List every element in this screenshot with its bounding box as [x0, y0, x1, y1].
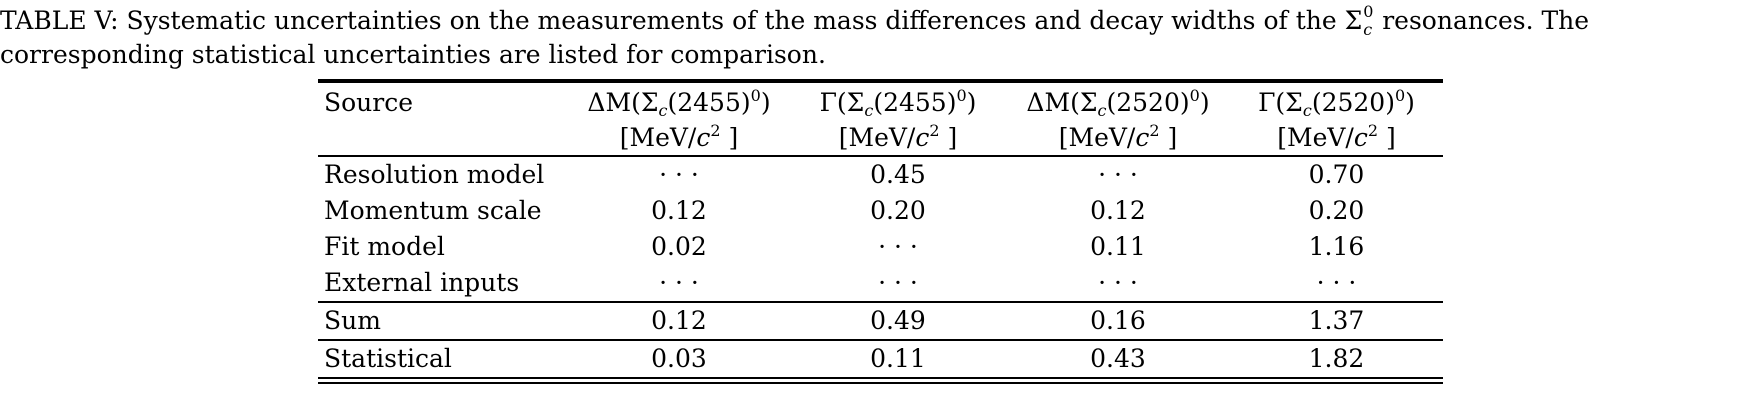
table-cell: 0.16	[1006, 301, 1230, 340]
table-cell: 0.02	[651, 232, 707, 261]
statistical-row: Statistical 0.03 0.11 0.43 1.82	[318, 339, 1443, 379]
row-label: Momentum scale	[324, 196, 542, 225]
table-cell: 1.37	[1230, 301, 1443, 340]
caption-sigma-symbol: Σ	[1344, 6, 1363, 35]
table-cell: 0.03	[568, 339, 790, 379]
unit-label: [MeV/c2 ]	[790, 121, 1006, 157]
unit-label: [MeV/c2 ]	[568, 121, 790, 157]
header-gamma-2455: Γ(Σc(2455)0)	[819, 86, 977, 120]
table-row: Fit model 0.02 · · · 0.11 1.16	[318, 229, 1443, 265]
table-cell: 0.45	[870, 160, 926, 189]
table-cell: 0.43	[1006, 339, 1230, 379]
table-cell: · · ·	[878, 232, 918, 261]
table-cell: 0.70	[1308, 160, 1365, 189]
caption-line-1: TABLE V: Systematic uncertainties on the…	[0, 4, 1760, 38]
table-cell: 0.49	[790, 301, 1006, 340]
header-dm-2520: ΔM(Σc(2520)0)	[1026, 86, 1210, 120]
table-cell: 0.11	[1090, 232, 1146, 261]
systematic-uncertainty-table: Source ΔM(Σc(2455)0) Γ(Σc(2455)0) ΔM(Σc(…	[318, 79, 1443, 384]
table-caption: TABLE V: Systematic uncertainties on the…	[0, 4, 1760, 72]
header-source: Source	[324, 88, 414, 117]
table-cell: · · ·	[659, 268, 699, 297]
table-cell: 0.12	[651, 196, 707, 225]
caption-text-suffix: resonances. The	[1374, 6, 1590, 35]
row-label: Statistical	[318, 339, 568, 379]
row-label: Sum	[318, 301, 568, 340]
table-cell: 0.12	[1090, 196, 1146, 225]
top-double-rule	[318, 79, 1443, 83]
header-row-quantities: Source ΔM(Σc(2455)0) Γ(Σc(2455)0) ΔM(Σc(…	[318, 85, 1443, 121]
table-cell: 1.82	[1230, 339, 1443, 379]
table-cell: · · ·	[659, 160, 699, 189]
bottom-double-rule	[318, 378, 1443, 384]
row-label: Resolution model	[324, 160, 545, 189]
table-row: External inputs · · · · · · · · · · · ·	[318, 265, 1443, 302]
table-cell: 1.16	[1308, 232, 1365, 261]
header-units-blank	[318, 121, 568, 157]
header-dm-2455: ΔM(Σc(2455)0)	[587, 86, 771, 120]
caption-text-prefix: TABLE V: Systematic uncertainties on the…	[0, 6, 1345, 35]
unit-label: [MeV/c2 ]	[1006, 121, 1230, 157]
header-row-units: [MeV/c2 ] [MeV/c2 ] [MeV/c2 ] [MeV/c2 ]	[318, 121, 1443, 157]
caption-sigma-subscript: c	[1363, 20, 1373, 39]
uncertainty-table-container: Source ΔM(Σc(2455)0) Γ(Σc(2455)0) ΔM(Σc(…	[318, 79, 1443, 384]
table-cell: · · ·	[1098, 160, 1138, 189]
table-cell: · · ·	[878, 268, 918, 297]
header-gamma-2520: Γ(Σc(2520)0)	[1258, 86, 1415, 120]
table-cell: 0.20	[870, 196, 926, 225]
row-label: Fit model	[324, 232, 445, 261]
caption-line-2: corresponding statistical uncertainties …	[0, 40, 826, 69]
caption-sigma-superscript: 0	[1363, 2, 1374, 21]
row-label: External inputs	[324, 268, 520, 297]
table-cell: 0.12	[568, 301, 790, 340]
unit-label: [MeV/c2 ]	[1230, 121, 1443, 157]
sum-row: Sum 0.12 0.49 0.16 1.37	[318, 301, 1443, 340]
table-cell: · · ·	[1098, 268, 1138, 297]
table-cell: 0.11	[790, 339, 1006, 379]
table-row: Momentum scale 0.12 0.20 0.12 0.20	[318, 193, 1443, 229]
table-cell: · · ·	[1316, 268, 1357, 297]
table-cell: 0.20	[1308, 196, 1365, 225]
table-row: Resolution model · · · 0.45 · · · 0.70	[318, 156, 1443, 193]
